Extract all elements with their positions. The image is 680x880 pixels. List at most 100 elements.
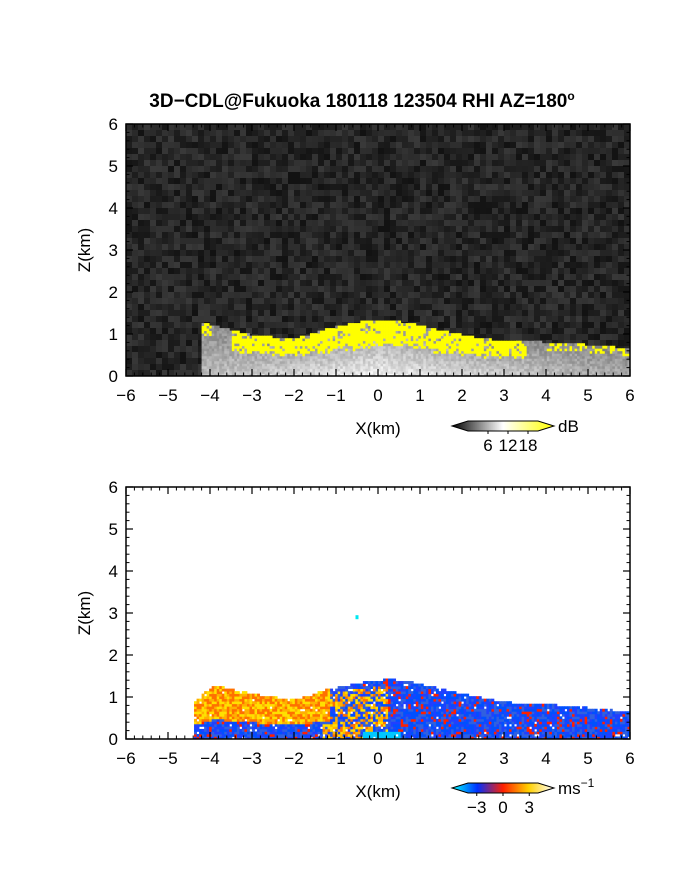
noise-cell xyxy=(192,364,198,370)
noise-cell xyxy=(612,340,618,346)
noise-cell xyxy=(540,232,546,238)
reflectivity-cell xyxy=(350,348,354,352)
noise-cell xyxy=(588,220,594,226)
noise-cell xyxy=(558,154,564,160)
reflectivity-cell xyxy=(252,340,255,344)
noise-cell xyxy=(546,286,552,292)
noise-cell xyxy=(444,244,450,250)
reflectivity-cell xyxy=(279,355,283,359)
noise-cell xyxy=(474,172,480,178)
noise-cell xyxy=(486,310,492,316)
noise-cell xyxy=(474,286,480,292)
noise-cell xyxy=(462,226,468,232)
reflectivity-cell xyxy=(254,370,258,374)
reflectivity-cell xyxy=(309,358,313,362)
noise-cell xyxy=(396,214,402,220)
noise-cell xyxy=(528,298,534,304)
noise-cell xyxy=(480,184,486,190)
noise-cell xyxy=(276,196,282,202)
noise-cell xyxy=(480,334,486,340)
noise-cell xyxy=(186,334,192,340)
noise-cell xyxy=(486,148,492,154)
noise-cell xyxy=(138,232,144,238)
noise-cell xyxy=(126,274,132,280)
noise-cell xyxy=(216,310,222,316)
noise-cell xyxy=(156,196,162,202)
noise-cell xyxy=(456,244,462,250)
reflectivity-cell xyxy=(304,373,308,377)
noise-cell xyxy=(582,190,588,196)
noise-cell xyxy=(306,268,312,274)
noise-cell xyxy=(504,178,510,184)
reflectivity-cell xyxy=(360,335,364,339)
reflectivity-cell xyxy=(357,365,361,369)
noise-cell xyxy=(420,136,426,142)
reflectivity-cell xyxy=(279,358,283,362)
noise-cell xyxy=(534,190,540,196)
reflectivity-cell xyxy=(375,348,379,352)
noise-cell xyxy=(546,136,552,142)
noise-cell xyxy=(504,208,510,214)
noise-cell xyxy=(408,172,414,178)
noise-cell xyxy=(600,316,606,322)
reflectivity-cell xyxy=(352,348,356,352)
reflectivity-cell xyxy=(347,348,351,352)
reflectivity-cell xyxy=(206,373,210,377)
reflectivity-cell xyxy=(320,370,323,374)
noise-cell xyxy=(240,292,246,298)
noise-cell xyxy=(534,268,540,274)
noise-cell xyxy=(522,286,528,292)
noise-cell xyxy=(612,334,618,340)
noise-cell xyxy=(480,328,486,334)
noise-cell xyxy=(480,286,486,292)
noise-cell xyxy=(210,292,216,298)
noise-cell xyxy=(492,166,498,172)
noise-cell xyxy=(594,190,600,196)
noise-cell xyxy=(246,328,252,334)
noise-cell xyxy=(474,316,480,322)
reflectivity-cell xyxy=(269,368,273,372)
noise-cell xyxy=(432,154,438,160)
noise-cell xyxy=(270,220,276,226)
reflectivity-cell xyxy=(352,360,356,364)
noise-cell xyxy=(546,202,552,208)
reflectivity-cell xyxy=(355,363,359,367)
noise-cell xyxy=(558,214,564,220)
reflectivity-cell xyxy=(322,373,326,377)
reflectivity-cell xyxy=(216,368,220,372)
noise-cell xyxy=(342,196,348,202)
reflectivity-cell xyxy=(241,345,245,349)
noise-cell xyxy=(330,304,336,310)
noise-cell xyxy=(180,184,186,190)
noise-cell xyxy=(318,226,324,232)
noise-cell xyxy=(384,262,390,268)
reflectivity-cell xyxy=(385,320,389,324)
noise-cell xyxy=(348,316,354,322)
reflectivity-cell xyxy=(289,368,293,372)
reflectivity-cell xyxy=(246,370,250,374)
noise-cell xyxy=(450,250,456,256)
reflectivity-cell xyxy=(209,340,213,344)
reflectivity-cell xyxy=(395,338,399,342)
noise-cell xyxy=(594,160,600,166)
noise-cell xyxy=(186,364,192,370)
noise-cell xyxy=(600,268,606,274)
reflectivity-cell xyxy=(234,365,238,369)
noise-cell xyxy=(492,214,498,220)
noise-cell xyxy=(156,214,162,220)
noise-cell xyxy=(426,262,432,268)
noise-cell xyxy=(534,202,540,208)
noise-cell xyxy=(552,304,558,310)
reflectivity-cell xyxy=(357,368,361,372)
reflectivity-cell xyxy=(211,360,215,364)
reflectivity-cell xyxy=(304,340,308,344)
noise-cell xyxy=(522,130,528,136)
reflectivity-cell xyxy=(380,345,384,349)
noise-cell xyxy=(414,196,420,202)
noise-cell xyxy=(282,214,288,220)
reflectivity-cell xyxy=(360,353,364,357)
noise-cell xyxy=(330,238,336,244)
noise-cell xyxy=(390,142,396,148)
reflectivity-cell xyxy=(297,355,301,359)
reflectivity-cell xyxy=(327,330,331,334)
